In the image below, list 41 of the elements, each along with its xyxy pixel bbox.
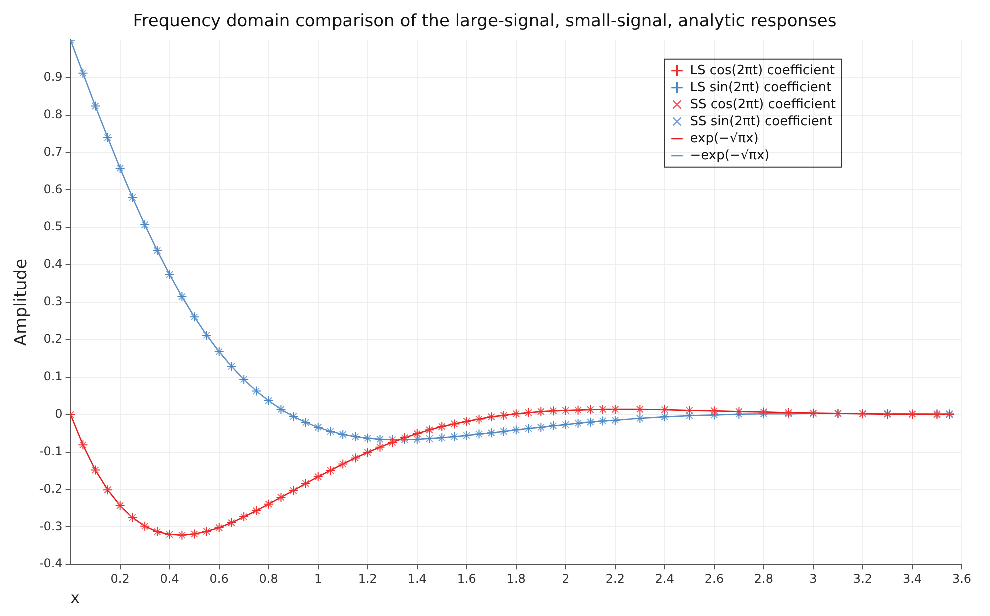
x-tick-label: 0.6 (210, 572, 229, 586)
x-axis-title: x (70, 588, 80, 607)
x-tick-label: 3.4 (902, 572, 922, 586)
x-tick-label: 2 (562, 572, 570, 586)
x-tick-label: 1.4 (408, 572, 427, 586)
x-tick-label: 2.2 (606, 572, 625, 586)
y-tick-label: -0.4 (39, 556, 63, 571)
y-tick-label: 0.9 (44, 70, 63, 84)
y-tick-label: 0.1 (44, 370, 63, 384)
y-tick-label: 0.6 (44, 182, 63, 196)
y-tick-label: 0.8 (44, 107, 63, 122)
x-tick-label: 1.6 (457, 572, 476, 586)
legend-label: SS cos(2πt) coefficient (690, 97, 836, 112)
y-tick-label: 0 (55, 406, 63, 421)
legend-label: LS sin(2πt) coefficient (690, 80, 832, 96)
y-tick-label: 0.4 (44, 257, 63, 272)
y-tick-label: -0.3 (39, 519, 63, 534)
legend-label: LS cos(2πt) coefficient (690, 63, 835, 78)
y-tick-label: 0.5 (44, 220, 63, 234)
x-tick-label: 0.2 (110, 572, 130, 586)
x-tick-label: 3.2 (853, 572, 873, 586)
x-tick-label: 1 (314, 572, 322, 586)
chart-title: Frequency domain comparison of the large-signal, small-signal, analytic responses (133, 12, 837, 32)
x-tick-label: 1.8 (506, 572, 526, 586)
legend-label: SS sin(2πt) coefficient (690, 114, 833, 130)
y-tick-label: 0.7 (44, 144, 63, 159)
y-tick-label: 0.3 (44, 294, 63, 309)
y-tick-label: -0.1 (39, 444, 63, 458)
x-tick-label: 2.8 (754, 572, 774, 586)
x-tick-label: 2.4 (655, 572, 674, 586)
y-tick-label: 0.2 (44, 332, 63, 346)
legend-label: exp(−√πx) (690, 131, 759, 146)
legend-label: −exp(−√πx) (690, 148, 770, 164)
y-axis-title: Amplitude (12, 258, 32, 346)
x-tick-label: 0.4 (160, 572, 180, 586)
x-tick-label: 3.6 (952, 572, 972, 586)
x-tick-label: 2.6 (704, 572, 724, 586)
y-tick-label: -0.2 (39, 482, 63, 496)
x-tick-label: 3 (810, 572, 818, 586)
x-tick-label: 0.8 (259, 572, 278, 586)
x-tick-label: 1.2 (358, 572, 378, 586)
